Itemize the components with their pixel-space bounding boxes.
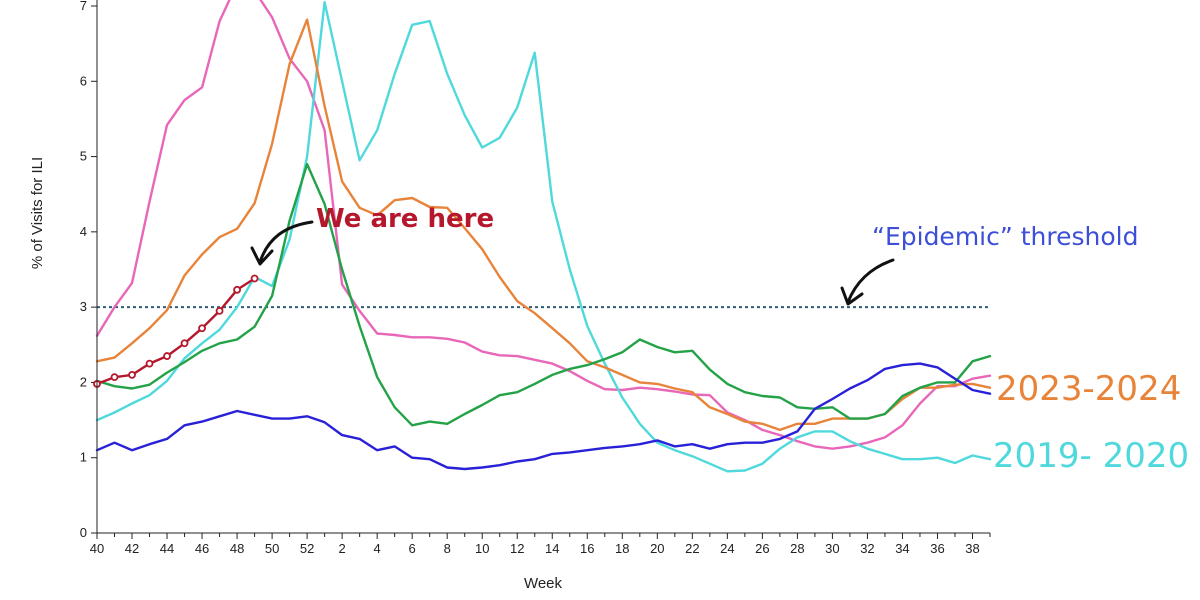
x-tick-label: 14 — [545, 541, 559, 556]
series-line-4 — [95, 362, 992, 471]
y-tick-label: 3 — [80, 299, 87, 314]
series-point — [250, 274, 259, 283]
x-tick-label: 28 — [790, 541, 804, 556]
x-tick-label: 48 — [230, 541, 244, 556]
y-tick-label: 5 — [80, 149, 87, 164]
epidemic-threshold-annotation: “Epidemic” threshold — [872, 222, 1139, 251]
x-tick-label: 6 — [409, 541, 416, 556]
x-tick-label: 40 — [90, 541, 104, 556]
series-point — [233, 285, 241, 294]
x-tick-label: 36 — [930, 541, 944, 556]
series-line-5 — [95, 277, 256, 386]
y-tick-label: 6 — [80, 73, 87, 88]
x-tick-label: 26 — [755, 541, 769, 556]
x-tick-label: 46 — [195, 541, 209, 556]
series-line-2 — [95, 18, 992, 432]
x-tick-label: 30 — [825, 541, 839, 556]
x-tick-label: 4 — [374, 541, 381, 556]
x-tick-label: 38 — [965, 541, 979, 556]
series-line-1 — [95, 1, 992, 473]
x-axis-title: Week — [524, 575, 563, 592]
x-tick-label: 8 — [444, 541, 451, 556]
x-tick-label: 32 — [860, 541, 874, 556]
x-tick-label: 50 — [265, 541, 279, 556]
series-point — [180, 339, 189, 348]
series-label-2023-2024: 2023-2024 — [996, 369, 1181, 409]
x-tick-label: 24 — [720, 541, 734, 556]
y-tick-label: 4 — [80, 224, 87, 239]
series-point — [110, 373, 119, 382]
x-tick-label: 10 — [475, 541, 489, 556]
epidemic-threshold-arrow — [846, 258, 895, 304]
x-axis-ticks: 40 42 44 46 48 50 52 2 4 6 8 10 12 14 16 18 20 22 24 26 28 30… — [90, 533, 991, 556]
x-tick-label: 34 — [895, 541, 909, 556]
y-tick-label: 0 — [80, 525, 87, 540]
x-tick-label: 20 — [650, 541, 664, 556]
x-tick-label: 18 — [615, 541, 629, 556]
series-point — [198, 324, 206, 333]
x-tick-label: 52 — [300, 541, 314, 556]
x-tick-label: 22 — [685, 541, 699, 556]
series-line-3 — [95, 162, 992, 427]
series-layer — [93, 0, 992, 473]
series-point — [163, 352, 171, 360]
series-point — [128, 370, 136, 379]
series-line-0 — [95, 0, 992, 450]
x-tick-label: 42 — [125, 541, 139, 556]
x-tick-label: 16 — [580, 541, 594, 556]
we-are-here-arrowhead — [250, 246, 274, 266]
series-point — [215, 307, 224, 315]
y-tick-label: 1 — [80, 450, 87, 465]
y-axis-title: % of Visits for ILI — [29, 157, 46, 269]
we-are-here-annotation: We are here — [316, 204, 494, 234]
series-label-2019-2020: 2019- 2020 — [993, 436, 1189, 476]
we-are-here-arrow — [258, 220, 314, 264]
x-tick-label: 2 — [339, 541, 346, 556]
epidemic-threshold-arrowhead — [840, 286, 864, 306]
series-point — [145, 359, 154, 368]
x-tick-label: 12 — [510, 541, 524, 556]
y-axis-ticks: 0 1 2 3 4 5 6 7 — [80, 0, 97, 540]
y-tick-label: 2 — [80, 374, 87, 389]
y-tick-label: 7 — [80, 0, 87, 13]
x-tick-label: 44 — [160, 541, 174, 556]
